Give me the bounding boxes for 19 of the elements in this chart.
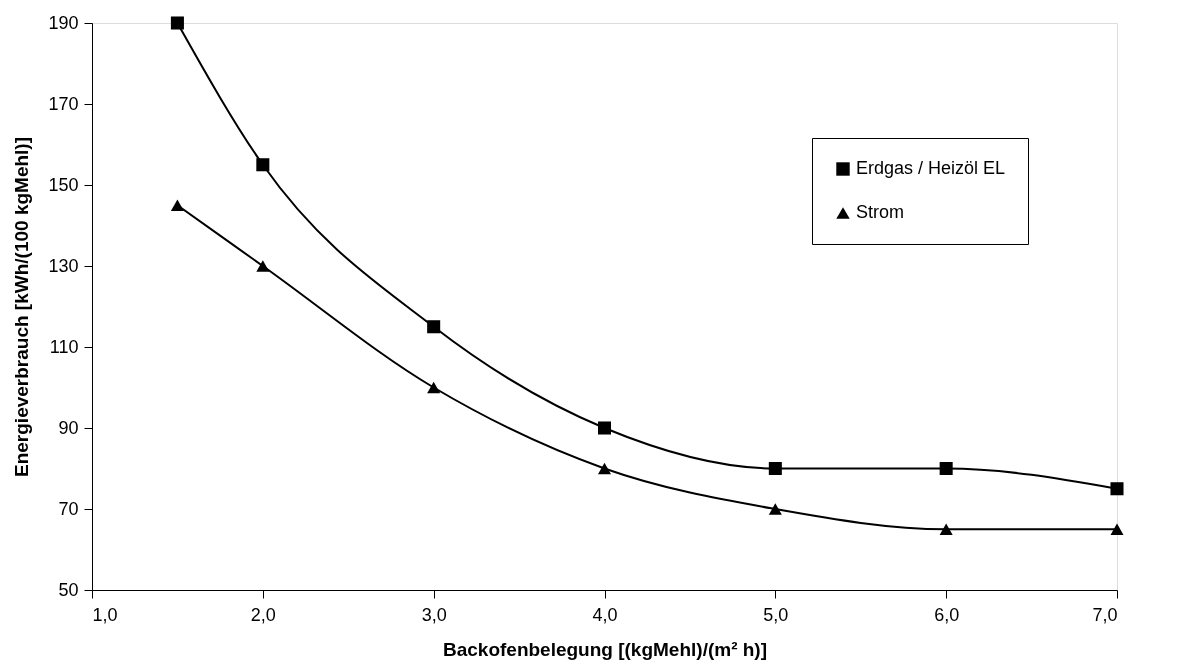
x-tick-label: 4,0 [592, 604, 618, 625]
x-tick-label: 7,0 [1092, 604, 1118, 625]
y-axis-title: Energieverbrauch [kWh/(100 kgMehl)] [11, 137, 33, 477]
y-tick-label: 190 [48, 12, 79, 33]
x-tick-label: 1,0 [92, 604, 118, 625]
x-tick-label: 2,0 [250, 604, 276, 625]
x-tick-label: 3,0 [421, 604, 447, 625]
y-tick-label: 150 [48, 174, 79, 195]
x-tick-label: 6,0 [934, 604, 960, 625]
y-tick-label: 170 [48, 93, 79, 114]
y-tick-label: 130 [48, 255, 79, 276]
x-axis-title: Backofenbelegung [(kgMehl)/(m² h)] [442, 638, 768, 660]
y-tick-label: 70 [58, 498, 79, 519]
legend-label: Erdgas / Heizöl EL [856, 158, 1006, 178]
x-tick-label: 5,0 [763, 604, 789, 625]
y-tick-label: 110 [49, 336, 79, 357]
legend-label: Strom [856, 202, 905, 222]
y-tick-label: 50 [58, 579, 79, 600]
y-tick-label: 90 [58, 417, 79, 438]
